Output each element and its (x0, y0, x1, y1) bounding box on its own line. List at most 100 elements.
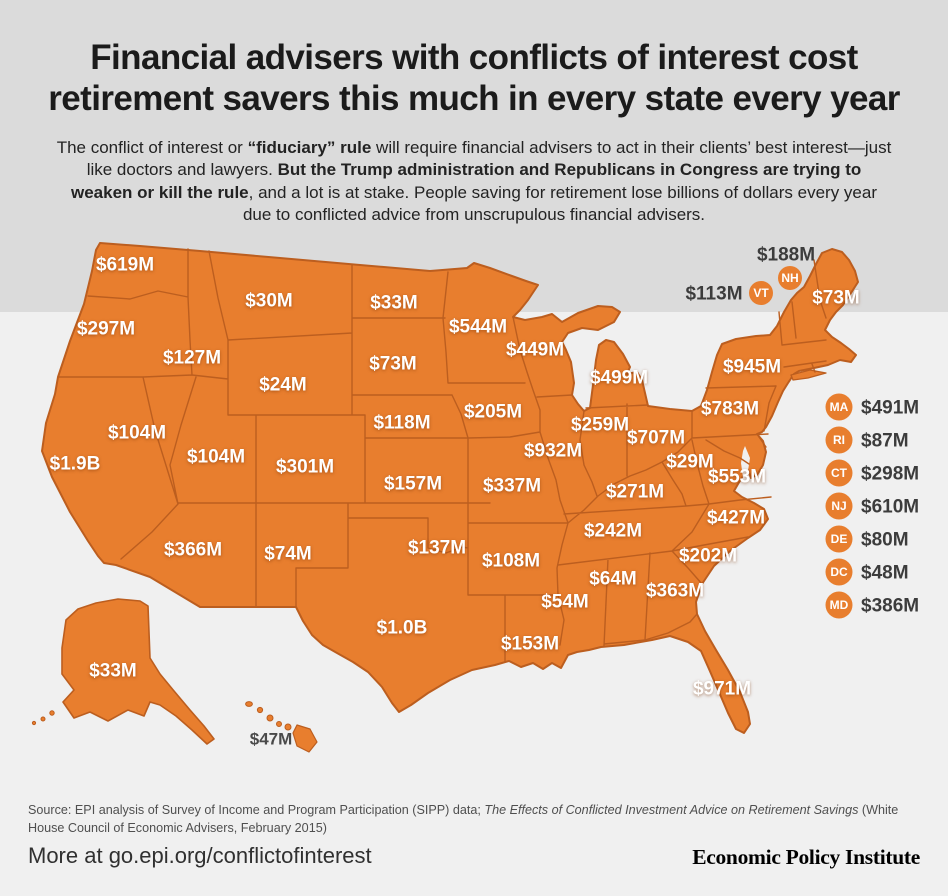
legend-value-MA: $491M (861, 398, 919, 419)
intro-bold-fiduciary: “fiduciary” rule (247, 137, 372, 157)
callout-abbr-NH: NH (781, 271, 798, 285)
source-note: Source: EPI analysis of Survey of Income… (28, 801, 920, 839)
state-value-GA: $363M (646, 581, 704, 602)
state-value-OR: $297M (77, 319, 135, 340)
state-value-ND: $33M (370, 293, 418, 314)
east-coast-legend: MA $491M RI $87M CT $298M NJ $610M DE $80M DC $48M M… (825, 393, 919, 619)
state-value-IN: $259M (571, 415, 629, 436)
more-link[interactable]: More at go.epi.org/conflictofinterest (28, 843, 372, 868)
lower48-outline (41, 242, 859, 734)
state-value-NE: $118M (373, 413, 430, 434)
hawaii-island (245, 701, 253, 707)
legend-value-NJ: $610M (861, 497, 919, 518)
state-value-MS: $54M (541, 592, 589, 613)
callout-abbr-VT: VT (753, 286, 769, 300)
legend-abbr-MA: MA (830, 400, 849, 414)
aleutian-island (49, 710, 55, 716)
state-borders (57, 248, 827, 663)
legend-abbr-DE: DE (831, 532, 848, 546)
state-value-VA: $553M (708, 467, 766, 488)
intro-text-2: will require financial advisers to act i… (86, 137, 892, 180)
legend-value-DC: $48M (861, 563, 909, 584)
state-value-MO: $337M (483, 476, 541, 497)
state-value-AZ: $366M (164, 540, 222, 561)
state-value-MN: $544M (449, 317, 507, 338)
state-value-IL: $932M (524, 441, 582, 462)
state-value-HI: $47M (250, 730, 293, 749)
callout-circle-VT (749, 281, 773, 305)
state-value-CA: $1.9B (50, 454, 101, 475)
legend-circle-MD (825, 591, 853, 619)
legend-circle-DE (825, 525, 853, 553)
legend-circle-DC (825, 558, 853, 586)
state-value-WI: $449M (506, 340, 564, 361)
aleutian-island (40, 716, 46, 722)
state-value-NY: $945M (723, 357, 781, 378)
state-value-TX: $1.0B (377, 618, 428, 639)
intro-paragraph: The conflict of interest or “fiduciary” … (55, 137, 893, 227)
legend-abbr-CT: CT (831, 466, 848, 480)
legend-circle-CT (825, 459, 853, 487)
legend-circle-MA (825, 393, 853, 421)
state-value-KS: $157M (384, 474, 442, 495)
hawaii-island (256, 706, 264, 714)
legend-abbr-MD: MD (830, 598, 849, 612)
long-island-shape (790, 369, 827, 381)
state-value-OK: $137M (408, 538, 466, 559)
legend-value-RI: $87M (861, 431, 909, 452)
hawaii-big-island (292, 724, 318, 753)
state-value-IA: $205M (464, 402, 522, 423)
state-value-WA: $619M (96, 255, 154, 276)
state-value-UT: $104M (187, 447, 245, 468)
state-value-KY: $271M (606, 482, 664, 503)
state-value-TN: $242M (584, 521, 642, 542)
state-value-NV: $104M (108, 423, 166, 444)
state-value-NM: $74M (264, 544, 312, 565)
hawaii-island (284, 723, 292, 731)
state-value-AL: $64M (589, 569, 637, 590)
state-value-OH: $707M (627, 428, 685, 449)
legend-abbr-RI: RI (833, 433, 845, 447)
hawaii-islands (245, 701, 318, 753)
intro-bold-trump: But the Trump administration and Republi… (71, 160, 862, 202)
callout-circle-NH (778, 266, 802, 290)
legend-value-MD: $386M (861, 596, 919, 617)
state-value-SD: $73M (369, 354, 417, 375)
state-value-labels: $619M $297M $1.9B $127M $104M $104M $366M $30M $… (50, 255, 860, 749)
callout-value-NH: $188M (757, 245, 815, 266)
header: Financial advisers with conflicts of int… (0, 38, 948, 227)
aleutian-island (31, 720, 37, 726)
state-value-CO: $301M (276, 457, 334, 478)
state-value-PA: $783M (701, 399, 759, 420)
state-value-WV: $29M (666, 452, 714, 473)
page-title: Financial advisers with conflicts of int… (48, 38, 900, 118)
source-report-title: The Effects of Conflicted Investment Adv… (484, 802, 859, 817)
legend-value-DE: $80M (861, 530, 909, 551)
legend-circle-NJ (825, 492, 853, 520)
intro-text-3: , and a lot is at stake. People saving f… (242, 182, 877, 225)
hawaii-island (276, 721, 282, 727)
state-value-FL: $971M (693, 679, 751, 700)
source-text-1: Source: EPI analysis of Survey of Income… (28, 802, 485, 817)
state-value-NC: $427M (707, 508, 765, 529)
callout-value-VT: $113M (685, 284, 742, 305)
callout-bubbles: VT $113M NH $188M (685, 245, 815, 305)
legend-value-CT: $298M (861, 464, 919, 485)
legend-abbr-DC: DC (830, 565, 848, 579)
state-value-ID: $127M (163, 348, 221, 369)
epi-logo: Economic Policy Institute (692, 845, 920, 869)
intro-text-1: The conflict of interest or (56, 137, 248, 157)
state-value-AK: $33M (89, 661, 137, 682)
state-value-SC: $202M (679, 546, 737, 567)
state-value-AR: $108M (482, 551, 540, 572)
legend-abbr-NJ: NJ (831, 499, 846, 513)
state-value-LA: $153M (501, 634, 559, 655)
alaska-shape (61, 598, 215, 745)
state-value-MI: $499M (590, 368, 648, 389)
source-text-2: (White House Council of Economic Adviser… (28, 802, 899, 836)
state-value-ME: $73M (812, 288, 860, 309)
state-value-MT: $30M (245, 291, 293, 312)
legend-circle-RI (825, 426, 853, 454)
